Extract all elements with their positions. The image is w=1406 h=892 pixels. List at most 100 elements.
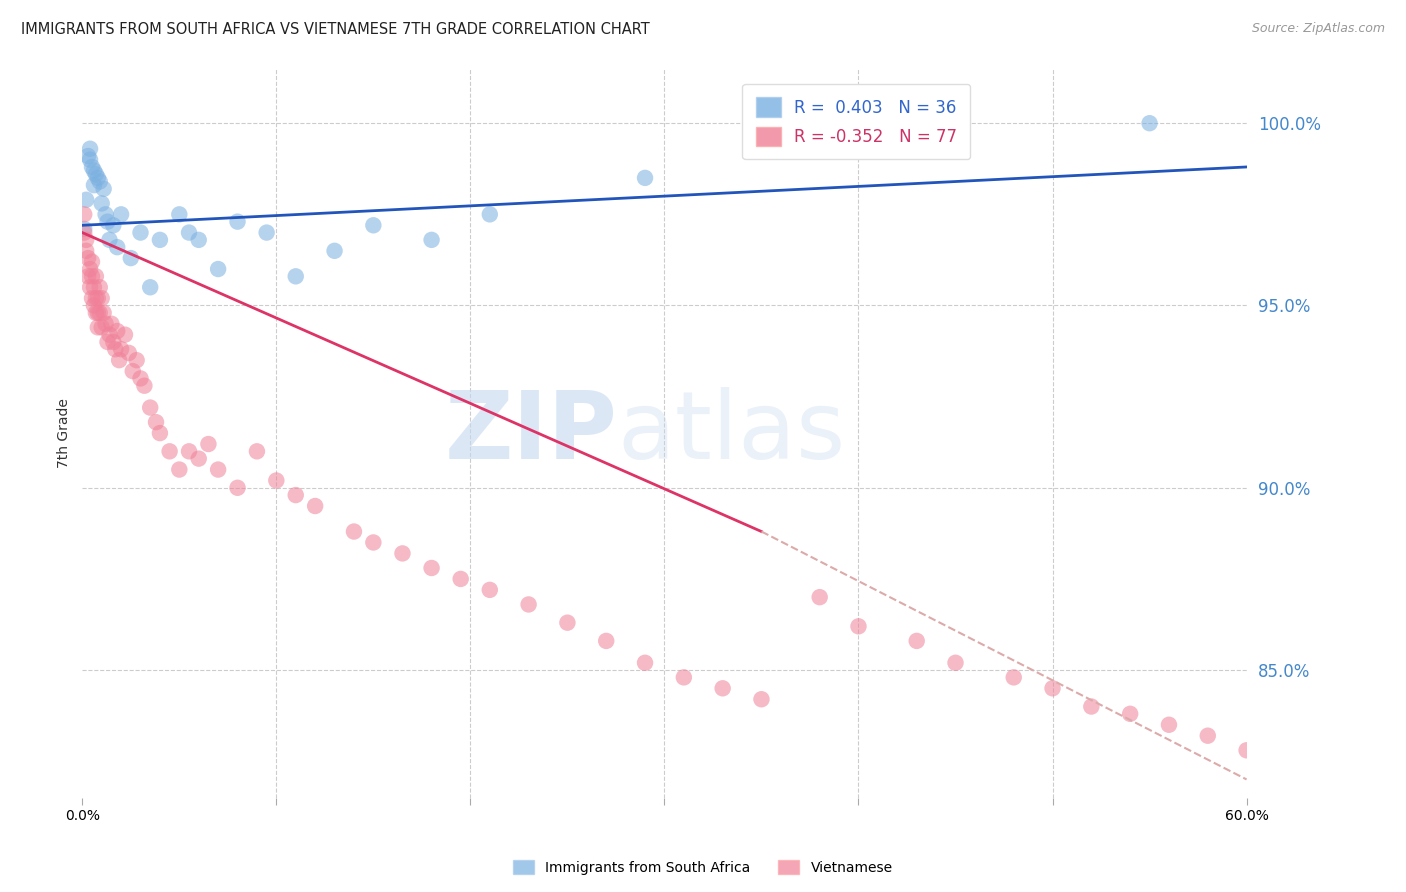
Point bbox=[134, 378, 156, 392]
Point bbox=[100, 317, 122, 331]
Point bbox=[94, 207, 117, 221]
Point bbox=[595, 634, 617, 648]
Legend: R =  0.403   N = 36, R = -0.352   N = 77: R = 0.403 N = 36, R = -0.352 N = 77 bbox=[742, 84, 970, 160]
Point bbox=[103, 334, 125, 349]
Point bbox=[89, 306, 111, 320]
Point bbox=[1080, 699, 1102, 714]
Point bbox=[90, 291, 112, 305]
Point bbox=[73, 226, 96, 240]
Point bbox=[169, 207, 191, 221]
Point bbox=[557, 615, 579, 630]
Point bbox=[79, 262, 101, 277]
Point bbox=[80, 291, 103, 305]
Point bbox=[121, 364, 143, 378]
Text: IMMIGRANTS FROM SOUTH AFRICA VS VIETNAMESE 7TH GRADE CORRELATION CHART: IMMIGRANTS FROM SOUTH AFRICA VS VIETNAME… bbox=[21, 22, 650, 37]
Point bbox=[108, 353, 131, 368]
Point bbox=[1139, 116, 1161, 130]
Point bbox=[169, 462, 191, 476]
Point bbox=[363, 535, 385, 549]
Point bbox=[87, 170, 110, 185]
Point bbox=[96, 334, 118, 349]
Point bbox=[73, 222, 96, 236]
Point bbox=[83, 280, 105, 294]
Point bbox=[1002, 670, 1025, 684]
Point bbox=[120, 251, 142, 265]
Point bbox=[284, 269, 307, 284]
Point bbox=[634, 656, 657, 670]
Point bbox=[207, 262, 229, 277]
Point bbox=[1236, 743, 1258, 757]
Point bbox=[391, 546, 413, 560]
Point bbox=[517, 598, 540, 612]
Point bbox=[323, 244, 346, 258]
Point bbox=[711, 681, 734, 696]
Point bbox=[145, 415, 167, 429]
Point bbox=[177, 226, 200, 240]
Point bbox=[90, 196, 112, 211]
Text: ZIP: ZIP bbox=[444, 387, 617, 479]
Point bbox=[89, 280, 111, 294]
Point bbox=[1157, 718, 1180, 732]
Point bbox=[672, 670, 695, 684]
Point bbox=[84, 167, 107, 181]
Point bbox=[105, 240, 128, 254]
Point bbox=[96, 214, 118, 228]
Point bbox=[83, 298, 105, 312]
Point bbox=[1197, 729, 1219, 743]
Point bbox=[848, 619, 870, 633]
Point bbox=[149, 233, 172, 247]
Point bbox=[129, 226, 152, 240]
Point bbox=[256, 226, 278, 240]
Point bbox=[94, 317, 117, 331]
Point bbox=[207, 462, 229, 476]
Point bbox=[79, 153, 101, 167]
Point bbox=[266, 474, 288, 488]
Point bbox=[77, 149, 100, 163]
Point bbox=[93, 306, 115, 320]
Text: atlas: atlas bbox=[617, 387, 846, 479]
Point bbox=[75, 244, 97, 258]
Point bbox=[105, 324, 128, 338]
Point bbox=[79, 142, 101, 156]
Point bbox=[304, 499, 326, 513]
Point bbox=[114, 327, 136, 342]
Point bbox=[98, 233, 121, 247]
Point bbox=[187, 451, 209, 466]
Point bbox=[139, 280, 162, 294]
Point bbox=[80, 269, 103, 284]
Text: Source: ZipAtlas.com: Source: ZipAtlas.com bbox=[1251, 22, 1385, 36]
Point bbox=[420, 561, 443, 575]
Point bbox=[363, 219, 385, 233]
Point bbox=[77, 269, 100, 284]
Point bbox=[139, 401, 162, 415]
Point bbox=[87, 320, 110, 334]
Point bbox=[945, 656, 967, 670]
Point bbox=[478, 207, 501, 221]
Point bbox=[1119, 706, 1142, 721]
Legend: Immigrants from South Africa, Vietnamese: Immigrants from South Africa, Vietnamese bbox=[508, 855, 898, 880]
Point bbox=[149, 426, 172, 441]
Point bbox=[177, 444, 200, 458]
Point bbox=[634, 170, 657, 185]
Point bbox=[98, 327, 121, 342]
Point bbox=[83, 178, 105, 193]
Point bbox=[226, 214, 249, 228]
Point bbox=[90, 320, 112, 334]
Point bbox=[478, 582, 501, 597]
Point bbox=[1042, 681, 1064, 696]
Point bbox=[103, 219, 125, 233]
Point bbox=[84, 269, 107, 284]
Point bbox=[104, 343, 127, 357]
Point bbox=[75, 193, 97, 207]
Point bbox=[83, 163, 105, 178]
Point bbox=[450, 572, 472, 586]
Point bbox=[84, 306, 107, 320]
Point bbox=[226, 481, 249, 495]
Point bbox=[118, 346, 141, 360]
Point bbox=[80, 254, 103, 268]
Point bbox=[751, 692, 773, 706]
Point bbox=[73, 207, 96, 221]
Point bbox=[343, 524, 366, 539]
Point bbox=[110, 343, 132, 357]
Point bbox=[197, 437, 219, 451]
